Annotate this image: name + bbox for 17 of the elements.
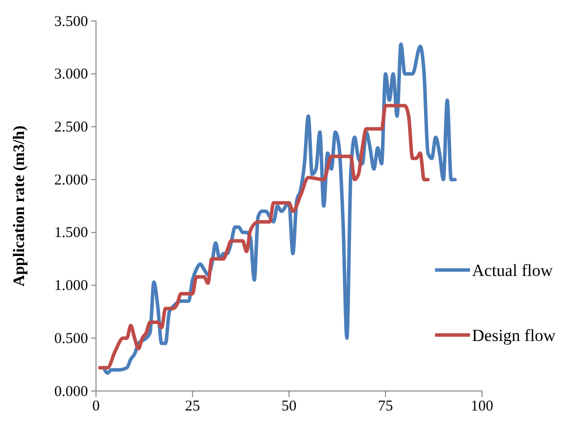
legend-label: Actual flow — [472, 261, 554, 280]
y-tick-label: 1.500 — [54, 225, 88, 242]
y-tick-label: 0.000 — [54, 384, 88, 400]
y-tick-label: 1.000 — [54, 278, 88, 294]
x-tick-label: 25 — [185, 398, 200, 415]
y-tick-label: 3.500 — [54, 14, 88, 30]
x-tick-label: 75 — [378, 398, 393, 415]
line-series — [98, 104, 430, 370]
y-axis-title: Application rate (m3/h) — [11, 126, 28, 286]
y-tick-label: 2.500 — [54, 120, 88, 136]
y-tick-label: 0.500 — [54, 330, 88, 347]
x-tick-label: 0 — [92, 398, 100, 415]
y-tick-label: 3.000 — [54, 66, 88, 83]
legend-label: Design flow — [472, 326, 556, 345]
x-tick-label: 50 — [282, 398, 296, 415]
y-tick-label: 2.000 — [54, 172, 88, 188]
x-tick-label: 100 — [470, 398, 494, 415]
